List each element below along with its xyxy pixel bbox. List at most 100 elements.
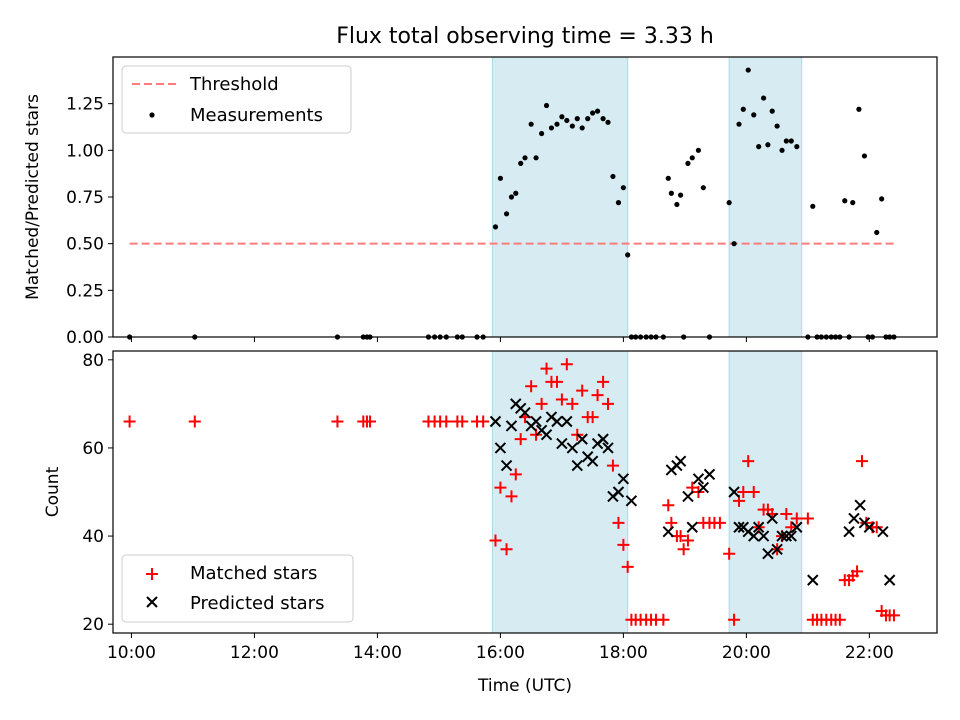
predicted-star-marker — [530, 415, 542, 428]
measurement-point — [751, 112, 757, 118]
measurement-point — [615, 200, 622, 206]
matched-star-marker — [790, 512, 803, 525]
matched-star-marker — [591, 389, 604, 402]
matched-star-marker — [665, 516, 678, 529]
top-x-axis-ticks — [130, 337, 870, 342]
legend-measurements-swatch — [149, 112, 155, 118]
bottom-plot-frame — [112, 350, 938, 634]
predicted-star-marker — [489, 415, 502, 428]
measurement-point — [574, 116, 580, 122]
predicted-star-marker — [505, 420, 518, 432]
predicted-star-marker — [843, 525, 855, 538]
measurement-point — [674, 201, 680, 208]
matched-star-marker — [621, 560, 634, 573]
predicted-star-marker — [766, 512, 778, 525]
predicted-star-marker — [662, 525, 674, 538]
predicted-star-marker — [692, 473, 705, 485]
matched-star-marker — [440, 415, 453, 428]
matched-star-marker — [780, 508, 793, 521]
matched-star-marker — [855, 455, 868, 468]
matched-star-marker — [728, 613, 741, 626]
predicted-star-marker — [602, 442, 614, 454]
measurement-point — [794, 144, 800, 150]
measurement-point — [508, 194, 515, 200]
matched-star-marker — [514, 433, 527, 446]
matched-star-marker — [566, 397, 579, 410]
measurement-point — [620, 185, 626, 191]
measurement-point — [590, 110, 596, 116]
predicted-star-marker — [854, 499, 866, 511]
matched-star-marker — [576, 384, 589, 397]
matched-star-marker — [505, 490, 518, 503]
observing-span-0 — [491, 350, 629, 634]
x-tick-label: 22:00 — [845, 643, 894, 663]
measurement-point — [788, 138, 794, 144]
measurement-point — [610, 173, 616, 180]
predicted-star-marker — [807, 574, 819, 586]
measurement-point — [548, 125, 555, 131]
predicted-star-marker — [762, 547, 774, 560]
measurement-point — [740, 106, 746, 112]
measurement-point — [774, 123, 780, 129]
y-tick-label: 80 — [82, 351, 104, 371]
predicted-star-marker — [752, 521, 765, 533]
measurement-point — [594, 108, 601, 114]
legend-matched-label: Matched stars — [190, 563, 317, 584]
matched-star-marker — [489, 534, 502, 547]
legend-predicted-swatch — [146, 596, 158, 608]
y-tick-label: 0.75 — [66, 188, 104, 208]
measurement-point — [745, 67, 751, 73]
predicted-star-marker — [556, 437, 568, 450]
matched-star-marker — [747, 486, 760, 498]
predicted-star-marker — [586, 455, 599, 467]
predicted-star-marker — [612, 486, 625, 498]
predicted-star-marker — [776, 530, 788, 542]
measurement-point — [779, 147, 785, 153]
predicted-star-marker — [576, 433, 588, 445]
matched-star-marker — [737, 486, 750, 498]
predicted-star-marker — [791, 521, 803, 533]
top-plot-frame — [112, 56, 938, 338]
matched-star-marker — [801, 512, 814, 525]
matched-star-marker — [540, 362, 553, 375]
matched-star-marker — [477, 415, 490, 428]
matched-star-marker — [586, 411, 599, 424]
measurement-point — [861, 153, 868, 159]
matched-star-marker — [606, 459, 619, 472]
observing-span-1 — [728, 56, 803, 338]
measurement-point — [842, 198, 848, 204]
measurement-point — [579, 125, 585, 131]
predicted-star-marker — [561, 415, 573, 428]
matched-star-marker — [662, 499, 675, 512]
measurement-point — [554, 121, 560, 127]
observing-span-0 — [491, 56, 629, 338]
x-tick-label: 12:00 — [230, 643, 279, 663]
matched-star-marker — [617, 538, 630, 551]
measurement-point — [769, 108, 775, 114]
bottom-legend: Matched stars Predicted stars — [121, 554, 354, 623]
predicted-star-marker — [625, 495, 638, 507]
legend-threshold-label: Threshold — [189, 74, 279, 95]
y-tick-label: 60 — [82, 439, 104, 459]
x-axis-label: Time (UTC) — [477, 676, 572, 696]
predicted-star-marker — [674, 455, 687, 467]
bottom-legend-box — [121, 554, 354, 623]
y-tick-label: 40 — [82, 527, 104, 547]
predicted-star-marker — [494, 442, 507, 454]
predicted-star-marker — [686, 521, 698, 533]
predicted-star-marker — [697, 481, 710, 494]
predicted-star-marker — [848, 512, 860, 525]
predicted-star-marker — [703, 468, 716, 481]
matched-star-marker — [188, 415, 201, 428]
measurement-point — [700, 185, 706, 191]
matched-star-marker — [535, 397, 548, 410]
top-legend-box — [121, 65, 352, 134]
legend-measurements-label: Measurements — [190, 105, 323, 126]
predicted-star-marker — [785, 530, 797, 542]
predicted-star-marker — [551, 415, 563, 428]
y-tick-label: 1.25 — [66, 95, 104, 115]
x-tick-label: 10:00 — [107, 643, 156, 663]
predicted-star-marker — [883, 574, 896, 586]
measurement-point — [731, 241, 737, 247]
